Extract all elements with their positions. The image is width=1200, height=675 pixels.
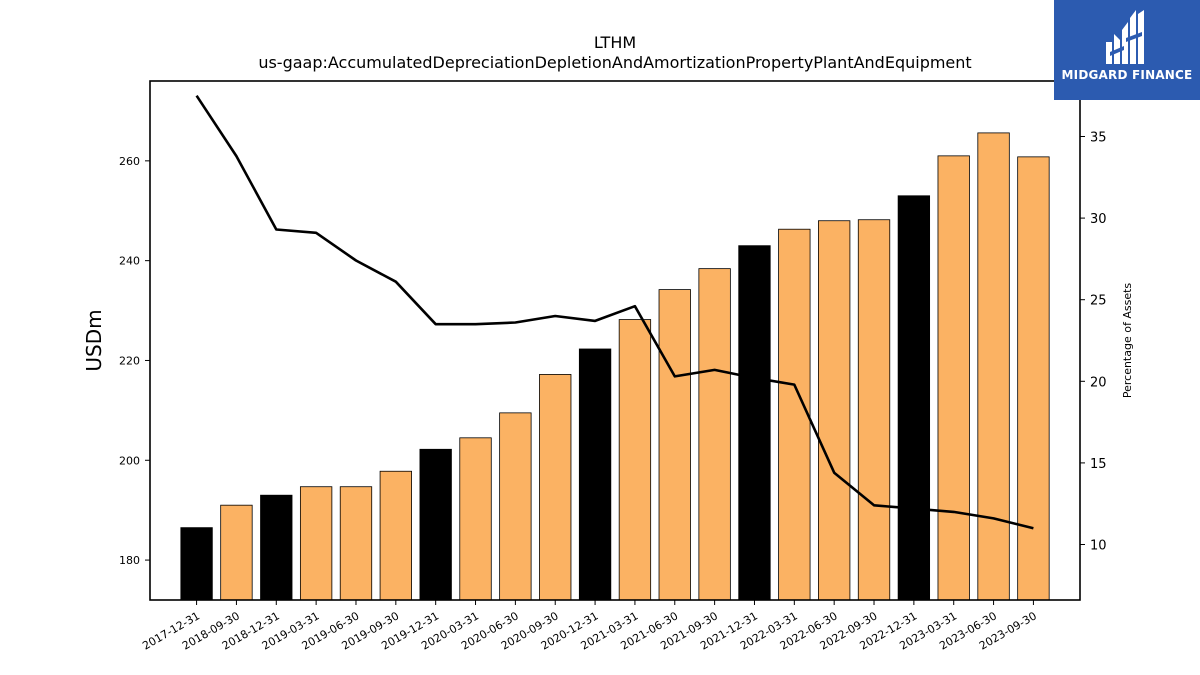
y2-tick-label: 35 (1090, 130, 1107, 145)
bar (180, 527, 213, 601)
bar (818, 220, 851, 601)
bar (658, 289, 691, 601)
bar (977, 132, 1010, 601)
y-tick-label: 180 (119, 554, 140, 567)
bar (379, 470, 412, 601)
y-tick-label: 240 (119, 255, 140, 268)
bar (299, 486, 333, 601)
y-tick-label: 220 (119, 354, 140, 367)
bar (937, 155, 970, 601)
bar (539, 374, 572, 601)
bar (419, 448, 452, 601)
bar (897, 195, 931, 601)
bar (618, 319, 652, 601)
chart-title: LTHM (594, 33, 636, 52)
plot-frame (149, 80, 1081, 601)
percentage-line (195, 94, 1034, 530)
bar (459, 437, 492, 601)
y-tick-label: 260 (119, 155, 140, 168)
y2-tick-label: 20 (1090, 375, 1107, 390)
bar (339, 486, 373, 601)
bar (857, 219, 891, 601)
y2-axis-label: Percentage of Assets (1121, 283, 1134, 399)
bar (220, 504, 253, 601)
midgard-finance-logo: MIDGARD FINANCE (1054, 0, 1200, 100)
logo-text: MIDGARD FINANCE (1061, 68, 1193, 82)
bar (698, 268, 731, 601)
y2-tick-label: 10 (1090, 539, 1107, 554)
bar (578, 348, 612, 601)
chart-subtitle: us-gaap:AccumulatedDepreciationDepletion… (258, 53, 971, 72)
bar (499, 412, 532, 601)
bar (260, 494, 293, 601)
y2-tick-label: 15 (1090, 457, 1107, 472)
bar (738, 245, 771, 601)
bar (778, 228, 811, 601)
y-tick-label: 200 (119, 454, 140, 467)
y2-tick-label: 30 (1090, 212, 1107, 227)
y-axis-label: USDm (82, 309, 106, 371)
midgard-logo-icon (1106, 10, 1144, 64)
y2-tick-label: 25 (1090, 294, 1107, 309)
bar (1017, 156, 1050, 601)
